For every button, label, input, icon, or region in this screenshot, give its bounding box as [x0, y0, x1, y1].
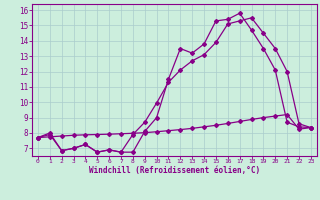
- X-axis label: Windchill (Refroidissement éolien,°C): Windchill (Refroidissement éolien,°C): [89, 166, 260, 175]
